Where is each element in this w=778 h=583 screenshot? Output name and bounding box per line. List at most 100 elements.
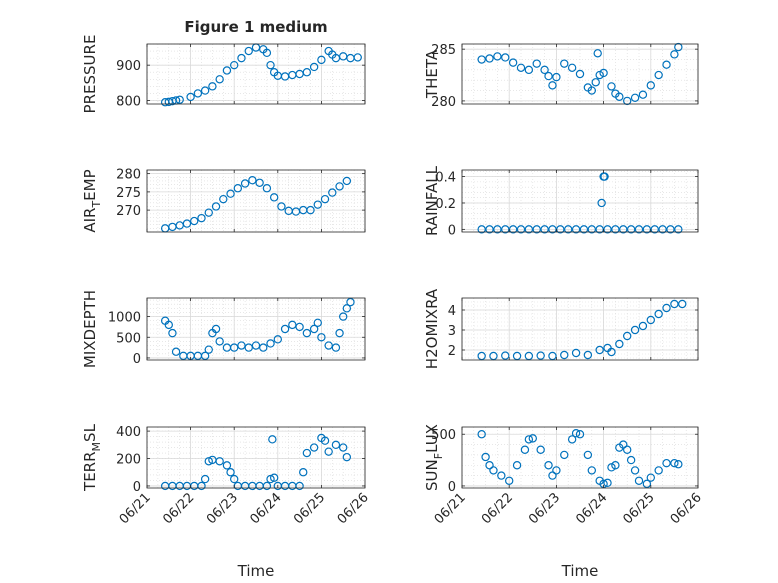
y-tick-label: 2: [448, 344, 456, 359]
data-point: [182, 219, 192, 228]
data-point: [615, 92, 624, 101]
data-point: [229, 60, 239, 70]
data-point: [607, 82, 616, 91]
y-tick-label: 0: [133, 480, 141, 495]
data-point: [626, 455, 636, 465]
y-tick-label: 900: [116, 59, 141, 74]
data-point: [211, 202, 221, 211]
data-point: [324, 447, 333, 456]
data-point: [324, 341, 333, 350]
data-point: [571, 348, 581, 358]
data-point: [331, 440, 341, 450]
data-point: [536, 445, 545, 454]
subplot-grid: 800 900 PRESSURE Figure 1 medium 280 285THETA…: [81, 18, 705, 580]
data-point: [658, 225, 667, 234]
x-axis-label: Time: [561, 562, 599, 580]
data-point: [646, 473, 656, 482]
y-tick-label: 0: [133, 352, 141, 367]
data-point: [222, 461, 232, 470]
data-point: [599, 68, 608, 78]
data-point: [485, 461, 494, 470]
data-point: [299, 468, 308, 477]
data-point: [280, 324, 290, 334]
data-point: [611, 225, 620, 234]
data-point: [544, 461, 553, 470]
data-point: [540, 225, 549, 234]
data-point: [607, 347, 616, 357]
data-point: [571, 429, 581, 438]
data-point: [642, 479, 652, 489]
data-point: [229, 474, 239, 484]
data-point: [248, 176, 257, 185]
y-tick-label: 0: [448, 480, 456, 495]
data-point: [524, 435, 534, 444]
data-point: [575, 69, 585, 79]
y-axis-label: AIRTEMP: [81, 169, 103, 232]
data-point: [587, 225, 597, 234]
data-point: [607, 463, 616, 472]
data-point: [623, 96, 632, 106]
data-point: [477, 225, 486, 234]
data-point: [532, 59, 541, 68]
data-point: [215, 337, 224, 346]
y-tick-label: 1000: [108, 311, 141, 326]
data-point: [593, 49, 602, 58]
data-point: [646, 81, 656, 90]
data-point: [571, 225, 581, 234]
data-point: [560, 450, 569, 460]
data-point: [670, 50, 679, 59]
data-point: [197, 481, 206, 491]
data-point: [587, 466, 597, 475]
y-tick-label: 500: [431, 428, 456, 443]
data-point: [320, 436, 330, 445]
axes-box: [146, 169, 366, 233]
data-point: [567, 435, 577, 444]
data-point: [313, 318, 322, 327]
data-point: [262, 184, 272, 193]
y-axis-label: H2OMIXRA: [423, 288, 441, 369]
y-tick-label: 270: [116, 204, 141, 219]
data-point: [262, 48, 272, 58]
data-point: [638, 90, 648, 99]
data-point: [630, 325, 640, 335]
data-point: [295, 322, 304, 332]
data-point: [567, 63, 577, 72]
y-axis-label: RAINFALL: [423, 165, 441, 236]
data-point: [670, 299, 679, 309]
data-point: [306, 205, 315, 215]
data-point: [229, 343, 239, 352]
data-point: [342, 176, 352, 186]
data-point: [485, 54, 494, 63]
y-axis-label: TERRMSL: [81, 423, 103, 492]
data-point: [215, 457, 224, 466]
data-point: [560, 59, 569, 68]
data-point: [200, 86, 210, 95]
data-point: [501, 351, 510, 360]
data-point: [190, 216, 199, 226]
y-tick-label: 4: [448, 304, 456, 319]
data-point: [342, 304, 352, 313]
axes-box: [146, 426, 366, 489]
data-point: [560, 350, 569, 360]
subplot-h2omixra: 2 3 4 H2OMIXRA: [423, 288, 699, 369]
data-point: [175, 95, 184, 104]
data-point: [630, 93, 640, 102]
data-point: [335, 182, 344, 191]
data-point: [215, 75, 224, 84]
data-point: [266, 474, 275, 484]
data-point: [302, 448, 312, 458]
data-point: [638, 321, 648, 331]
data-point: [548, 81, 557, 90]
y-tick-label: 275: [116, 186, 141, 201]
data-point: [666, 225, 675, 234]
data-point: [262, 481, 272, 491]
axes-box: [461, 426, 699, 489]
data-point: [516, 225, 526, 234]
data-point: [193, 89, 203, 98]
data-point: [544, 71, 553, 81]
data-point: [186, 92, 195, 102]
y-tick-label: 285: [431, 43, 456, 58]
